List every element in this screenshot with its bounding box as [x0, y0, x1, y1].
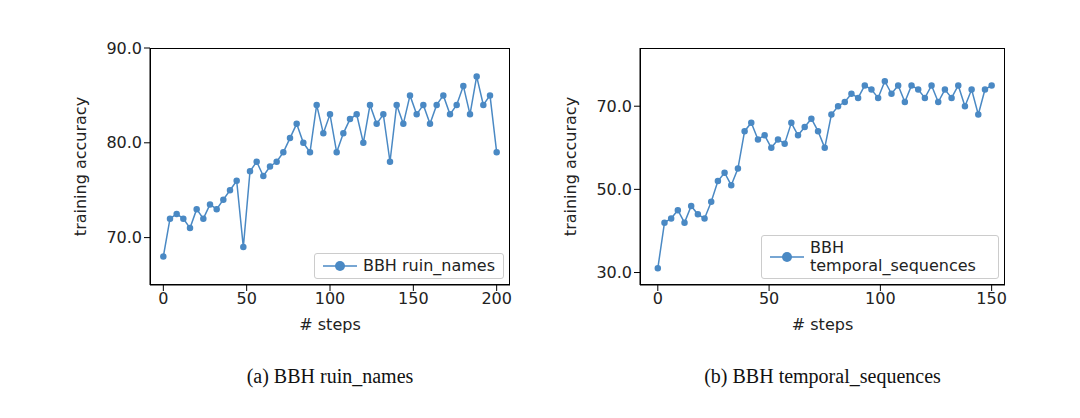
svg-text:training accuracy: training accuracy [561, 97, 580, 236]
svg-text:200: 200 [481, 289, 512, 308]
html-text:BBH ruin_names: BBH ruin_names [362, 256, 495, 275]
html-text:BBH temporal_sequences: BBH temporal_sequences [810, 238, 976, 275]
svg-text:0: 0 [653, 289, 663, 308]
svg-text:150: 150 [398, 289, 429, 308]
svg-text:70.0: 70.0 [596, 97, 632, 116]
svg-text:# steps: # steps [299, 315, 360, 334]
svg-text:150: 150 [976, 289, 1007, 308]
svg-text:90.0: 90.0 [106, 39, 142, 58]
svg-text:training accuracy: training accuracy [71, 97, 90, 236]
svg-text:80.0: 80.0 [106, 133, 142, 152]
svg-text:0: 0 [158, 289, 168, 308]
svg-text:100: 100 [315, 289, 346, 308]
html-text:(b) BBH temporal_sequences: (b) BBH temporal_sequences [704, 365, 941, 387]
svg-text:50.0: 50.0 [596, 180, 632, 199]
svg-text:50: 50 [759, 289, 779, 308]
svg-text:30.0: 30.0 [596, 263, 632, 282]
svg-text:100: 100 [865, 289, 896, 308]
svg-text:# steps: # steps [792, 315, 853, 334]
svg-text:70.0: 70.0 [106, 228, 142, 247]
svg-text:50: 50 [236, 289, 256, 308]
html-text:(a) BBH ruin_names: (a) BBH ruin_names [246, 365, 414, 387]
